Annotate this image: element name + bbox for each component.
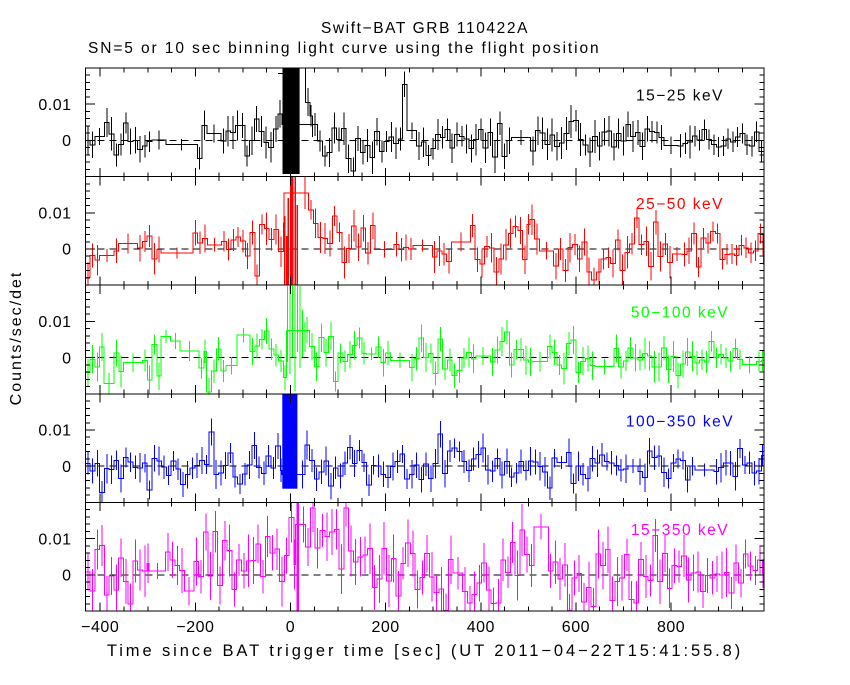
svg-text:Time since BAT trigger time [s: Time since BAT trigger time [sec] (UT 20… — [107, 642, 743, 660]
svg-text:Swift−BAT GRB 110422A: Swift−BAT GRB 110422A — [321, 20, 529, 37]
svg-text:0: 0 — [62, 350, 71, 367]
svg-text:100−350 keV: 100−350 keV — [626, 413, 734, 430]
svg-text:−200: −200 — [176, 619, 214, 636]
svg-text:50−100 keV: 50−100 keV — [631, 305, 729, 322]
svg-text:0.01: 0.01 — [38, 423, 71, 440]
svg-text:0.01: 0.01 — [38, 206, 71, 223]
svg-text:25−50 keV: 25−50 keV — [636, 196, 724, 213]
svg-text:0: 0 — [62, 133, 71, 150]
svg-text:0: 0 — [62, 568, 71, 585]
svg-text:−400: −400 — [81, 619, 119, 636]
svg-text:SN=5 or 10 sec binning light c: SN=5 or 10 sec binning light curve using… — [88, 40, 601, 57]
svg-text:15−350 keV: 15−350 keV — [631, 522, 729, 539]
svg-text:0.01: 0.01 — [38, 97, 71, 114]
svg-text:0: 0 — [62, 459, 71, 476]
svg-text:400: 400 — [467, 619, 495, 636]
svg-text:0.01: 0.01 — [38, 314, 71, 331]
svg-text:0: 0 — [286, 619, 295, 636]
svg-text:200: 200 — [371, 619, 399, 636]
svg-text:600: 600 — [562, 619, 590, 636]
svg-text:0.01: 0.01 — [38, 531, 71, 548]
svg-text:Counts/sec/det: Counts/sec/det — [8, 271, 25, 406]
svg-text:800: 800 — [657, 619, 685, 636]
svg-text:15−25 keV: 15−25 keV — [636, 88, 724, 105]
svg-text:0: 0 — [62, 242, 71, 259]
